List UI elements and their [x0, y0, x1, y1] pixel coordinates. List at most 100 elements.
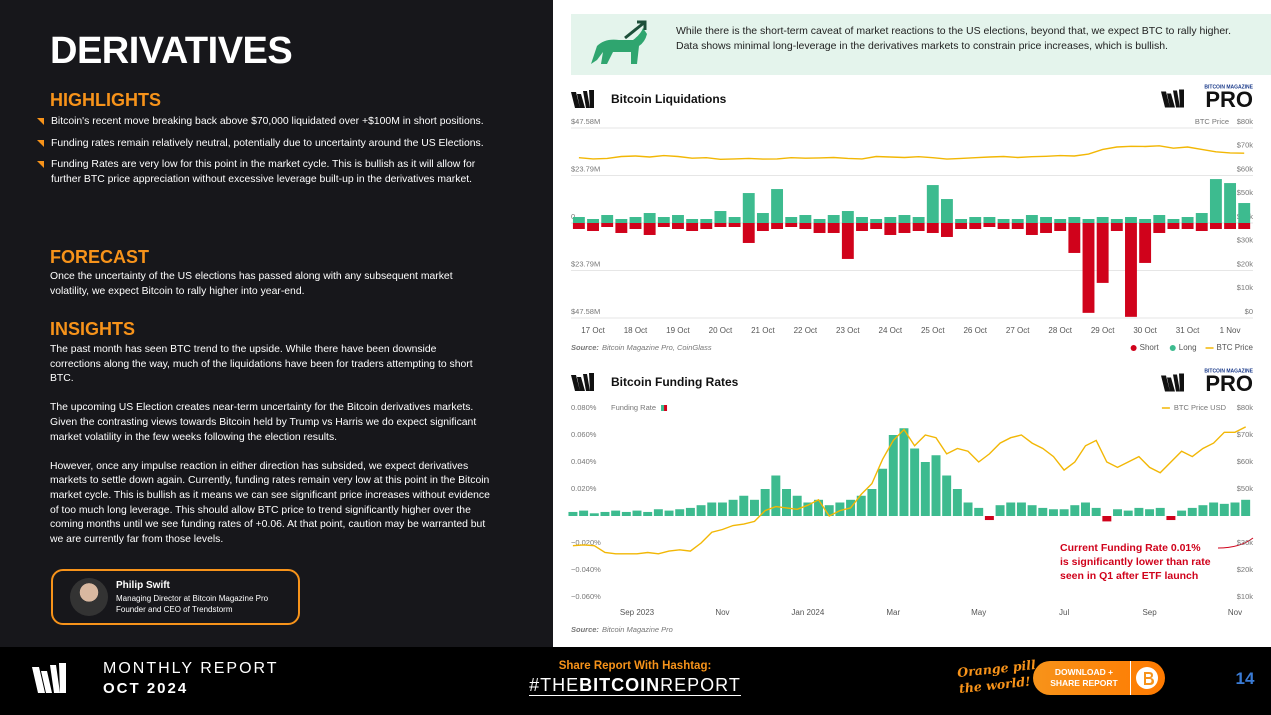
bar: [835, 502, 845, 516]
share-label: Share Report With Hashtag:: [558, 660, 712, 672]
bar: [995, 505, 1005, 516]
bar: [728, 499, 738, 516]
button-line: SHARE REPORT: [1050, 678, 1118, 688]
annotation: Current Funding Rate 0.01%: [1060, 542, 1201, 554]
bar: [827, 223, 840, 233]
bar: [785, 223, 798, 227]
y2-tick-label: $30k: [1237, 236, 1254, 245]
bar: [799, 215, 812, 223]
source-text: Bitcoin Magazine Pro: [602, 625, 673, 634]
bar: [1091, 507, 1101, 516]
bar: [672, 215, 684, 223]
bar: [942, 475, 952, 516]
bar: [579, 510, 589, 516]
source: Source: Bitcoin Magazine Pro: [571, 625, 673, 634]
bar: [572, 217, 585, 223]
y2-tick-label: $50k: [1237, 484, 1254, 493]
annotation: is significantly lower than rate: [1060, 556, 1211, 568]
y2-tick-label: $70k: [1237, 430, 1254, 439]
bar: [952, 489, 962, 516]
bar: [714, 211, 727, 223]
bar: [1011, 219, 1024, 223]
y-tick-label: 0: [571, 212, 575, 221]
left-panel: DERIVATIVES HIGHLIGHTS Bitcoin's recent …: [0, 0, 553, 647]
paragraph: Once the uncertainty of the US elections…: [50, 271, 453, 297]
y2-axis-label: BTC Price: [1195, 117, 1229, 126]
bar: [926, 185, 939, 223]
report-period: OCT 2024: [103, 680, 189, 697]
bullet-list: Bitcoin's recent move breaking back abov…: [37, 115, 490, 187]
bar: [771, 189, 784, 223]
bar: [675, 509, 685, 516]
bar: [1102, 516, 1112, 522]
bar: [1110, 223, 1123, 231]
logo-pro: PRO: [1205, 371, 1253, 396]
bar: [632, 510, 642, 516]
price-line: [578, 145, 1245, 161]
section-heading: FORECAST: [50, 247, 149, 267]
bar: [803, 502, 813, 516]
bar: [615, 219, 628, 223]
bar: [771, 475, 781, 516]
bar: [1123, 510, 1133, 516]
bar: [1155, 507, 1165, 516]
bar: [1224, 223, 1237, 229]
bar: [742, 223, 755, 243]
bar: [878, 468, 888, 516]
legend-swatch: [664, 405, 668, 411]
bar: [813, 223, 826, 233]
download-button[interactable]: DOWNLOAD + SHARE REPORT: [1033, 661, 1165, 695]
bitcoin-icon: [1130, 661, 1158, 695]
bar: [685, 507, 695, 516]
bar: [813, 219, 826, 223]
bar: [1096, 223, 1109, 283]
bar: [898, 223, 911, 233]
logo-icon: [1161, 89, 1184, 108]
y-tick-label: 0.020%: [571, 484, 597, 493]
bar: [997, 219, 1010, 223]
y-tick-label: −0.040%: [571, 565, 601, 574]
bar: [1038, 507, 1048, 516]
author-card: Philip Swift Managing Director at Bitcoi…: [51, 569, 300, 625]
hashtag: #THEBITCOINREPORT: [520, 675, 750, 696]
footer: MONTHLY REPORT OCT 2024 Share Report Wit…: [0, 647, 1271, 715]
bar: [899, 428, 909, 516]
bar: [1195, 223, 1208, 231]
y2-tick-label: $30k: [1237, 538, 1254, 547]
legend-label: Short: [1140, 343, 1160, 352]
bar: [1125, 217, 1137, 223]
section-heading: HIGHLIGHTS: [50, 90, 161, 110]
bar: [841, 211, 854, 223]
bar: [1187, 507, 1197, 516]
y-tick-label: −0.060%: [571, 592, 601, 601]
bar: [728, 223, 741, 227]
bar: [572, 223, 585, 229]
x-tick-label: May: [971, 608, 986, 617]
bar: [1238, 203, 1251, 223]
paragraph: However, once any impulse reaction in ei…: [50, 460, 490, 545]
bar: [974, 507, 984, 516]
author-role: Founder and CEO of Trendstorm: [116, 605, 233, 614]
chart-icon: [571, 90, 594, 108]
x-tick-label: 24 Oct: [879, 326, 903, 335]
bar: [824, 505, 834, 516]
bar: [1224, 183, 1237, 223]
source-label: Source:: [571, 343, 599, 352]
bar: [1209, 502, 1219, 516]
bar: [749, 499, 759, 516]
source-text: Bitcoin Magazine Pro, CoinGlass: [602, 343, 712, 352]
hashtag-part: #THE: [529, 675, 580, 695]
bar: [672, 223, 684, 229]
hashtag-part: BITCOIN: [579, 675, 661, 695]
bar: [771, 223, 784, 229]
bar: [867, 489, 877, 516]
x-tick-label: 17 Oct: [581, 326, 605, 335]
button-line: DOWNLOAD +: [1054, 667, 1114, 677]
bar: [700, 223, 713, 229]
bullet: Funding rates remain relatively neutral,…: [37, 137, 490, 152]
x-tick-label: 31 Oct: [1176, 326, 1200, 335]
bar: [782, 489, 791, 516]
bar: [931, 455, 941, 516]
bar: [940, 223, 953, 237]
bar: [1054, 223, 1067, 231]
